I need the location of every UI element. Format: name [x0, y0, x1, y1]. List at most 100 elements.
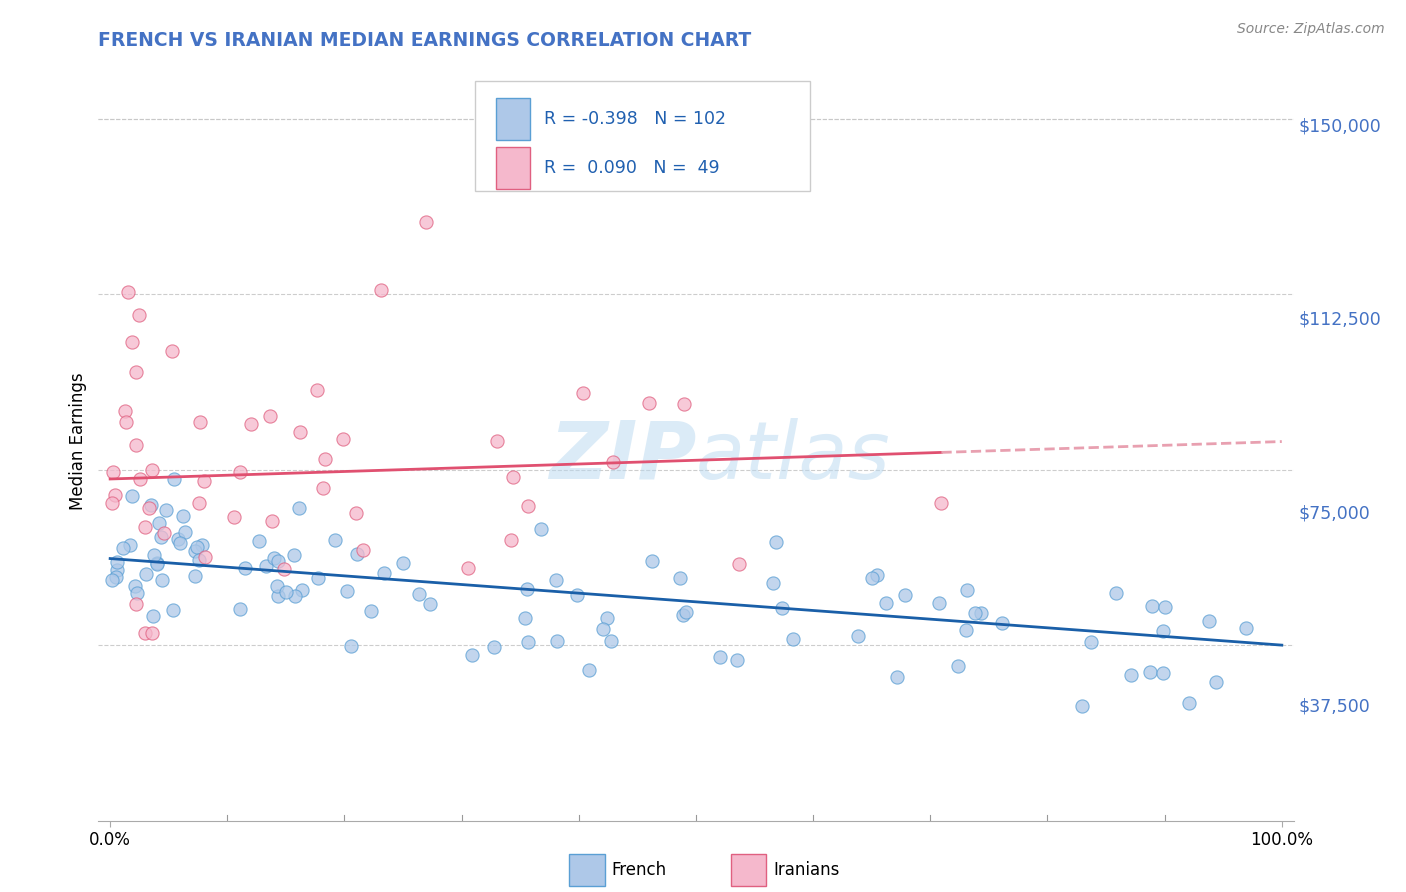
Point: [323, 533, 346, 548]
Point: [121, 489, 143, 503]
Point: [572, 386, 595, 401]
Point: [457, 561, 479, 575]
Point: [101, 465, 124, 479]
Point: [866, 567, 889, 582]
Point: [1080, 635, 1102, 649]
Point: [155, 502, 177, 516]
Point: [229, 602, 252, 616]
Point: [770, 600, 793, 615]
Text: Iranians: Iranians: [773, 861, 839, 879]
Point: [709, 649, 731, 664]
Point: [288, 425, 311, 439]
Point: [352, 543, 374, 558]
Point: [117, 285, 139, 299]
Point: [955, 624, 977, 638]
Point: [1140, 599, 1163, 613]
Point: [546, 633, 568, 648]
Point: [284, 590, 307, 604]
Point: [546, 573, 568, 587]
Point: [485, 434, 508, 448]
Point: [314, 451, 336, 466]
Point: [530, 522, 553, 536]
Point: [120, 539, 142, 553]
Point: [188, 496, 211, 510]
Point: [336, 584, 359, 599]
FancyBboxPatch shape: [475, 81, 810, 191]
Point: [124, 597, 146, 611]
Point: [149, 530, 172, 544]
Point: [143, 548, 166, 562]
Point: [640, 554, 662, 568]
Point: [188, 553, 211, 567]
Point: [1119, 668, 1142, 682]
Text: R =  0.090   N =  49: R = 0.090 N = 49: [544, 159, 720, 178]
Point: [141, 609, 163, 624]
Point: [602, 455, 624, 469]
Point: [184, 544, 207, 558]
Point: [105, 563, 128, 577]
Point: [266, 554, 288, 568]
Point: [637, 395, 659, 409]
Point: [516, 582, 538, 596]
Point: [191, 538, 214, 552]
Text: Source: ZipAtlas.com: Source: ZipAtlas.com: [1237, 22, 1385, 37]
Point: [669, 571, 692, 585]
Point: [121, 335, 143, 350]
Point: [125, 364, 148, 378]
Text: atlas: atlas: [696, 417, 891, 496]
Point: [517, 635, 540, 649]
Point: [134, 520, 156, 534]
Point: [886, 671, 908, 685]
Point: [963, 606, 986, 620]
Point: [184, 569, 207, 583]
Point: [948, 659, 970, 673]
Point: [124, 579, 146, 593]
Point: [273, 562, 295, 576]
Point: [513, 611, 536, 625]
Point: [346, 548, 368, 562]
Point: [263, 551, 285, 566]
Point: [340, 640, 363, 654]
Point: [596, 610, 619, 624]
Point: [956, 583, 979, 598]
Point: [875, 596, 897, 610]
Point: [291, 582, 314, 597]
Point: [415, 214, 437, 228]
Point: [283, 548, 305, 562]
Point: [141, 498, 163, 512]
Point: [846, 629, 869, 643]
Point: [101, 496, 124, 510]
Point: [162, 603, 184, 617]
Point: [114, 404, 136, 418]
Point: [370, 283, 392, 297]
Text: French: French: [612, 861, 666, 879]
Point: [194, 549, 217, 564]
Point: [127, 586, 149, 600]
Point: [128, 308, 150, 322]
Point: [1152, 666, 1174, 681]
Point: [725, 653, 748, 667]
Point: [129, 472, 152, 486]
FancyBboxPatch shape: [496, 98, 530, 140]
Point: [1105, 586, 1128, 600]
Point: [307, 571, 329, 585]
Point: [516, 499, 538, 513]
Point: [312, 481, 335, 495]
Point: [360, 604, 382, 618]
Point: [1205, 675, 1227, 690]
Point: [344, 507, 367, 521]
Point: [135, 567, 157, 582]
Point: [1234, 621, 1257, 635]
Point: [160, 344, 183, 359]
Point: [332, 432, 354, 446]
Point: [141, 626, 163, 640]
Point: [408, 587, 430, 601]
Point: [152, 525, 174, 540]
Point: [125, 438, 148, 452]
Point: [105, 570, 128, 584]
Point: [578, 663, 600, 677]
Point: [138, 500, 160, 515]
Point: [233, 561, 256, 575]
Point: [114, 416, 136, 430]
Point: [172, 508, 194, 523]
